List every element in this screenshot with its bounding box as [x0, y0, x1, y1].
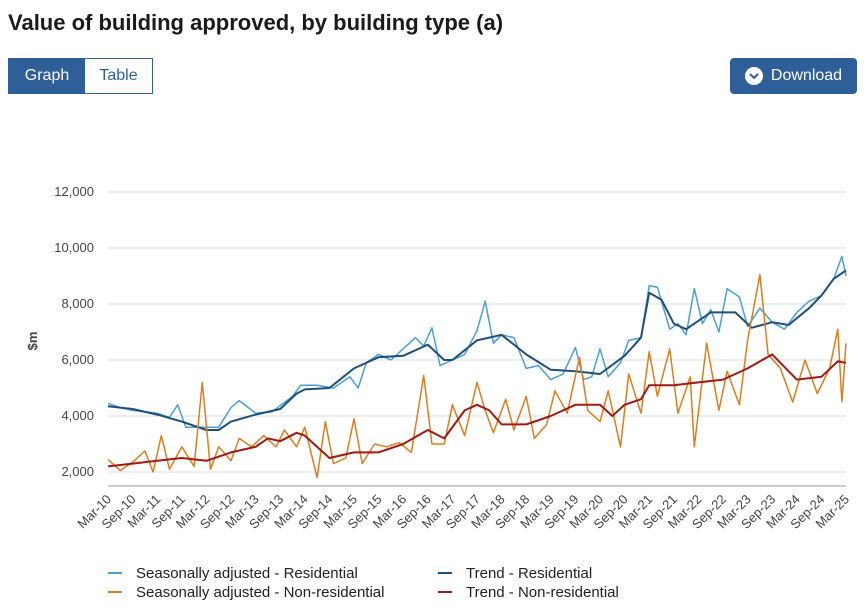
- y-axis-title: $m: [25, 332, 40, 351]
- grid-lines: [108, 191, 846, 473]
- seasonally-adjusted-non-residential-line: [107, 273, 847, 479]
- y-axis: 2,000 4,000 6,000 8,000 10,000 12,000 $m: [25, 184, 94, 479]
- legend: Seasonally adjusted - Residential Trend -…: [108, 565, 619, 601]
- y-tick-label: 4,000: [61, 408, 94, 423]
- page-title: Value of building approved, by building …: [8, 10, 504, 35]
- legend-label: Trend - Non-residential: [466, 584, 619, 601]
- y-tick-label: 12,000: [54, 184, 94, 199]
- y-tick-label: 8,000: [61, 296, 94, 311]
- download-label: Download: [770, 67, 843, 84]
- y-tick-label: 2,000: [61, 464, 94, 479]
- seasonally-adjusted-residential-line: [107, 255, 847, 428]
- legend-label: Trend - Residential: [466, 565, 592, 582]
- trend-residential-line: [107, 269, 847, 431]
- table-tab[interactable]: Table: [85, 59, 152, 93]
- series-lines: [107, 255, 847, 479]
- y-tick-label: 10,000: [54, 240, 94, 255]
- legend-label: Seasonally adjusted - Residential: [136, 565, 358, 582]
- legend-label: Seasonally adjusted - Non-residential: [136, 584, 384, 601]
- view-toggle: Graph Table: [8, 58, 153, 94]
- chevron-down-icon: [744, 67, 763, 85]
- graph-tab[interactable]: Graph: [9, 59, 85, 93]
- x-axis: Mar-10Sep-10Mar-11Sep-11Mar-12Sep-12Mar-…: [74, 485, 852, 532]
- y-tick-label: 6,000: [61, 352, 94, 367]
- download-button[interactable]: Download: [730, 58, 857, 94]
- trend-non-residential-line: [107, 353, 847, 468]
